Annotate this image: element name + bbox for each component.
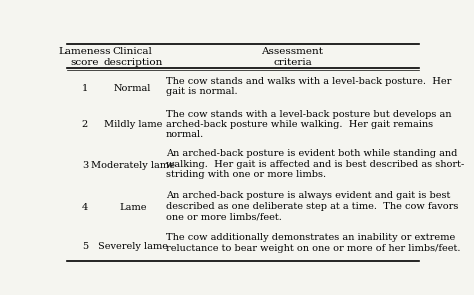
Text: Assessment
criteria: Assessment criteria (262, 47, 324, 67)
Text: The cow stands with a level-back posture but develops an
arched-back posture whi: The cow stands with a level-back posture… (166, 110, 451, 140)
Text: 2: 2 (82, 120, 88, 129)
Text: Lameness
score: Lameness score (59, 47, 111, 67)
Text: An arched-back posture is always evident and gait is best
described as one delib: An arched-back posture is always evident… (166, 191, 458, 221)
Text: Normal: Normal (114, 84, 151, 93)
Text: The cow stands and walks with a level-back posture.  Her
gait is normal.: The cow stands and walks with a level-ba… (166, 77, 451, 96)
Text: Severely lame: Severely lame (98, 242, 168, 250)
Text: Mildly lame: Mildly lame (103, 120, 162, 129)
Text: Clinical
description: Clinical description (103, 47, 163, 67)
Text: Lame: Lame (119, 203, 146, 212)
Text: 1: 1 (82, 84, 88, 93)
Text: The cow additionally demonstrates an inability or extreme
reluctance to bear wei: The cow additionally demonstrates an ina… (166, 233, 460, 253)
Text: 3: 3 (82, 161, 88, 170)
Text: 4: 4 (82, 203, 88, 212)
Text: Moderately lame: Moderately lame (91, 161, 174, 170)
Text: An arched-back posture is evident both while standing and
walking.  Her gait is : An arched-back posture is evident both w… (166, 150, 464, 179)
Text: 5: 5 (82, 242, 88, 250)
